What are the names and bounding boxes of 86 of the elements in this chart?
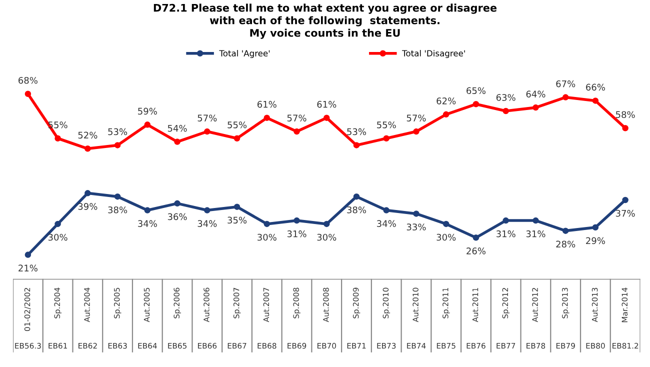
point [472,101,480,108]
point [562,94,569,100]
point [264,114,270,121]
point [502,108,509,114]
data-label: 58% [616,111,635,118]
point [174,138,180,145]
point [204,207,210,214]
point [622,124,628,132]
data-label: 57% [406,114,426,122]
data-label: 67% [556,80,576,88]
point [502,217,509,224]
data-label: 61% [317,100,336,108]
data-label: 34% [377,220,396,227]
data-label: 57% [287,114,306,122]
point [562,228,569,234]
data-label: 36% [168,213,187,220]
data-label: 26% [466,248,486,254]
data-label: 53% [347,128,366,136]
data-label: 38% [347,206,366,214]
data-label: 28% [556,240,576,248]
data-label: 31% [496,230,516,238]
data-label: 68% [18,76,38,84]
point [114,142,121,148]
data-label: 54% [168,124,187,132]
point [532,104,539,111]
data-label: 65% [466,87,486,94]
data-label: 59% [138,108,157,115]
point [622,196,628,204]
data-label: 53% [108,128,128,136]
point [383,135,390,142]
data-label: 37% [616,210,635,217]
data-label: 33% [406,224,426,230]
point [24,252,32,258]
point [54,135,61,142]
point [54,220,61,228]
point [413,210,420,217]
point [413,128,420,135]
point [174,200,180,207]
data-label: 21% [18,264,38,272]
point [442,220,450,228]
point [592,224,599,231]
point [294,128,300,135]
point [472,234,480,241]
point [353,193,360,200]
point [144,122,151,128]
point [234,135,240,142]
data-label: 55% [228,121,247,128]
data-label: 39% [78,203,98,210]
point [84,190,91,196]
data-label: 34% [138,220,157,227]
point [24,90,32,97]
data-label: 34% [198,220,217,227]
point [144,207,151,214]
point [383,207,390,214]
data-label: 63% [496,94,516,101]
legend-label: Total 'Disagree' [402,50,465,58]
legend-label: Total 'Agree' [219,50,270,58]
data-label: 30% [436,234,456,241]
point [264,220,270,228]
point [204,128,210,135]
point [442,111,450,118]
chart-title: D72.1 Please tell me to what extent you agree or disagree with each of the following statements. My voice counts in the EU [154,4,497,39]
data-label: 29% [586,237,605,244]
point [324,220,330,228]
point [532,217,539,224]
data-label: 66% [586,84,605,91]
data-label: 52% [78,132,98,139]
data-label: 55% [377,121,396,128]
data-label: 61% [257,100,276,108]
point [84,146,91,152]
data-label: 31% [287,230,306,238]
data-label: 38% [108,206,128,214]
data-label: 30% [48,234,68,241]
point [592,98,599,104]
data-label: 30% [317,234,336,241]
point [234,204,240,210]
point [114,193,121,200]
data-label: 35% [228,216,247,224]
data-label: 31% [526,230,546,238]
point [353,142,360,148]
point [294,217,300,224]
data-label: 64% [526,90,546,98]
data-label: 62% [436,98,456,104]
data-label: 30% [258,234,276,241]
data-label: 57% [198,114,217,122]
point [324,114,330,121]
